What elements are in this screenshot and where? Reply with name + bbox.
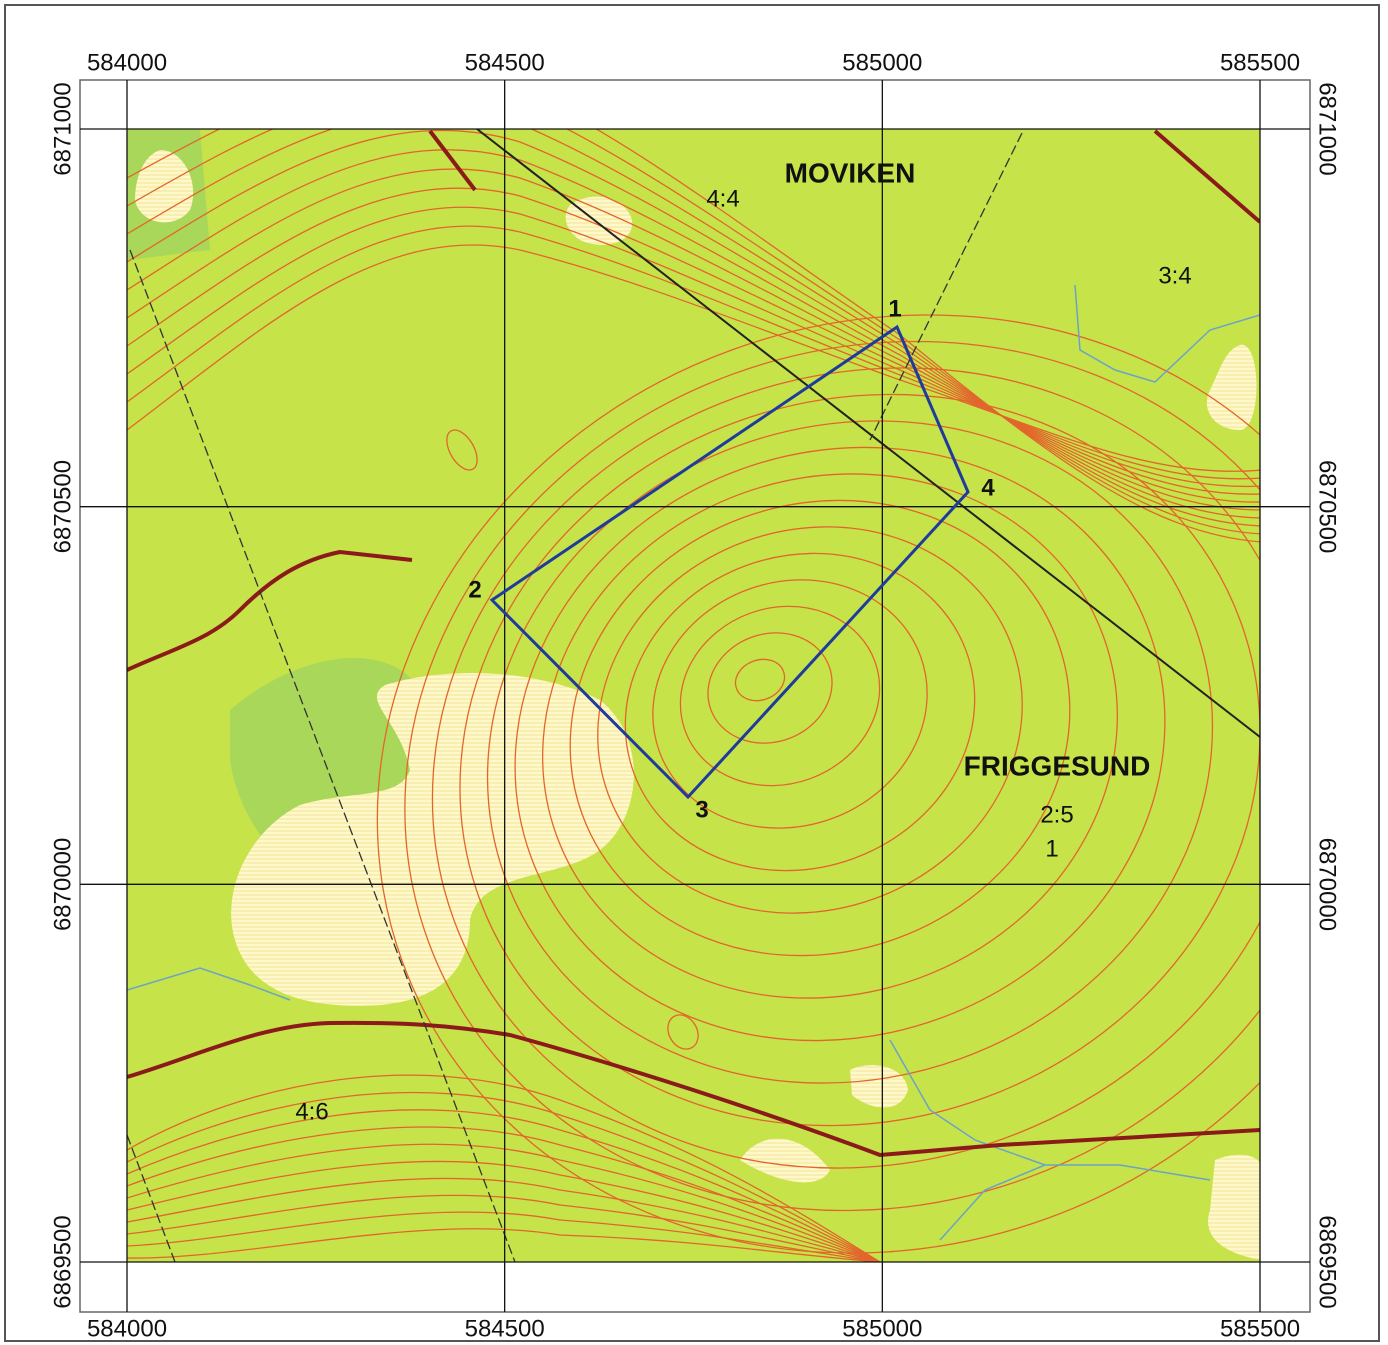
map-label: 4:4 — [706, 185, 739, 212]
bog — [850, 1065, 908, 1108]
road — [127, 1020, 1260, 1158]
contour — [127, 206, 1260, 488]
stream — [1074, 284, 1260, 383]
boundary — [476, 129, 1260, 738]
contour — [734, 658, 786, 702]
contour — [127, 1109, 881, 1262]
map-label: 3:4 — [1158, 262, 1191, 289]
contour — [127, 1211, 881, 1262]
corner-label: 2 — [468, 576, 481, 603]
y-label: 6870500 — [49, 460, 76, 553]
contours — [127, 129, 1260, 1262]
x-label: 584500 — [465, 49, 545, 76]
road — [428, 129, 1260, 224]
boundary-dashed — [127, 132, 1023, 1262]
corner-label: 4 — [981, 474, 995, 501]
grid — [80, 80, 1310, 1312]
contour — [127, 1143, 881, 1262]
outer-frame — [4, 4, 1380, 1342]
contour — [514, 446, 1166, 1042]
contour — [679, 605, 881, 787]
stream — [127, 967, 291, 1001]
contour — [446, 429, 478, 471]
contour — [127, 129, 1260, 527]
contour — [667, 1014, 699, 1050]
contour — [127, 129, 1260, 519]
bog — [1206, 344, 1257, 430]
area-outline — [489, 324, 970, 800]
contour — [404, 340, 1260, 1212]
contour — [127, 1160, 881, 1262]
x-label: 585500 — [1220, 1315, 1300, 1342]
contour — [127, 149, 1260, 511]
contour — [127, 129, 1260, 543]
contour — [127, 168, 1260, 503]
x-label: 584000 — [87, 1315, 167, 1342]
y-label: 6869500 — [1314, 1215, 1341, 1308]
contour — [127, 1126, 881, 1262]
place-name: MOVIKEN — [785, 157, 916, 188]
corner-label: 1 — [888, 295, 901, 322]
x-label: 585000 — [842, 1315, 922, 1342]
stream — [889, 1039, 1211, 1241]
contour — [624, 552, 976, 872]
contour — [431, 367, 1260, 1169]
y-label: 6871000 — [1314, 82, 1341, 175]
x-label: 585500 — [1220, 49, 1300, 76]
road — [127, 549, 413, 672]
contour — [127, 244, 1260, 472]
contour — [127, 225, 1260, 480]
y-label: 6869500 — [49, 1215, 76, 1308]
contour — [127, 1074, 881, 1262]
map-label: 1 — [1045, 835, 1058, 862]
contour — [542, 473, 1118, 999]
contour — [127, 187, 1260, 495]
place-name: FRIGGESUND — [964, 750, 1151, 781]
inner-frame — [79, 79, 1311, 1313]
x-label: 584500 — [465, 1315, 545, 1342]
map-label: 4:6 — [295, 1098, 328, 1125]
x-label: 585000 — [842, 49, 922, 76]
y-label: 6871000 — [49, 82, 76, 175]
map-label: 2:5 — [1040, 801, 1073, 828]
contour — [127, 1091, 881, 1262]
y-label: 6870000 — [1314, 838, 1341, 931]
map-body — [127, 129, 1260, 1262]
corner-label: 3 — [695, 796, 708, 823]
contour — [652, 579, 928, 829]
x-label: 584000 — [87, 49, 167, 76]
bog — [740, 1138, 830, 1183]
contour — [597, 526, 1023, 914]
contour — [127, 1194, 881, 1262]
bog — [565, 196, 633, 245]
bog — [1208, 1154, 1260, 1260]
contour — [459, 393, 1260, 1127]
contour — [376, 314, 1260, 1254]
contour — [127, 1177, 881, 1262]
y-label: 6870500 — [1314, 460, 1341, 553]
contour — [127, 129, 1260, 535]
y-label: 6870000 — [49, 838, 76, 931]
contour — [569, 499, 1071, 957]
bog — [231, 673, 634, 1006]
contour — [707, 632, 833, 744]
contour — [127, 1228, 881, 1262]
